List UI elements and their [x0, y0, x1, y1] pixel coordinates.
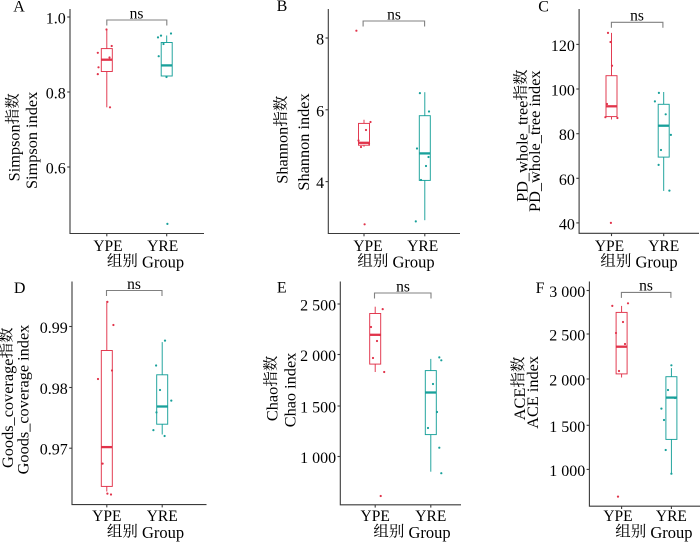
svg-text:C: C [538, 0, 549, 16]
svg-text:YPE: YPE [595, 238, 624, 255]
svg-text:F: F [536, 280, 545, 297]
svg-text:YRE: YRE [648, 238, 679, 255]
svg-text:YPE: YPE [353, 238, 382, 255]
svg-text:2 000: 2 000 [300, 348, 336, 365]
svg-text:ns: ns [639, 278, 653, 295]
svg-text:E: E [277, 280, 287, 297]
svg-text:Simpson: Simpson [4, 124, 23, 181]
svg-text:Group: Group [142, 253, 184, 272]
svg-text:6: 6 [316, 103, 324, 120]
svg-text:1 500: 1 500 [300, 400, 336, 417]
svg-text:3 000: 3 000 [549, 284, 585, 301]
svg-text:Group: Group [408, 523, 450, 542]
svg-text:Goods_coverage index: Goods_coverage index [14, 325, 33, 475]
svg-text:1 500: 1 500 [549, 419, 585, 436]
svg-text:YRE: YRE [407, 238, 438, 255]
svg-text:YPE: YPE [93, 238, 122, 255]
svg-text:1 000: 1 000 [549, 463, 585, 480]
svg-text:ns: ns [127, 276, 141, 293]
svg-text:ns: ns [387, 6, 401, 23]
svg-text:ACE index: ACE index [523, 356, 542, 429]
svg-text:PD_whole_tree index: PD_whole_tree index [525, 70, 544, 212]
svg-text:8: 8 [316, 32, 324, 49]
svg-text:A: A [13, 0, 25, 16]
svg-text:Simpson index: Simpson index [22, 92, 41, 189]
svg-text:2 000: 2 000 [549, 373, 585, 390]
svg-text:YPE: YPE [361, 508, 390, 525]
svg-text:120: 120 [551, 38, 575, 55]
svg-text:ns: ns [630, 8, 644, 25]
svg-text:2 500: 2 500 [549, 328, 585, 345]
svg-text:80: 80 [559, 127, 575, 144]
svg-text:Shannon index: Shannon index [294, 93, 313, 190]
svg-text:40: 40 [559, 216, 575, 233]
svg-text:1.0: 1.0 [46, 11, 66, 28]
svg-text:1 000: 1 000 [300, 450, 336, 467]
svg-text:YRE: YRE [656, 508, 687, 525]
svg-text:Goods_coverage: Goods_coverage [0, 359, 17, 468]
svg-text:Chao index: Chao index [281, 353, 300, 428]
svg-text:Group: Group [142, 523, 184, 542]
svg-text:100: 100 [551, 83, 575, 100]
svg-text:0.99: 0.99 [40, 320, 68, 337]
svg-text:YRE: YRE [415, 508, 446, 525]
svg-text:60: 60 [559, 172, 575, 189]
svg-text:0.97: 0.97 [40, 442, 68, 459]
svg-text:Group: Group [392, 253, 434, 272]
svg-text:B: B [277, 0, 288, 15]
svg-text:PD_whole_tree: PD_whole_tree [513, 101, 532, 202]
svg-text:0.8: 0.8 [46, 86, 66, 103]
svg-text:4: 4 [316, 175, 324, 192]
svg-text:ACE: ACE [510, 388, 529, 421]
svg-text:ns: ns [130, 5, 144, 22]
svg-text:YRE: YRE [147, 238, 178, 255]
svg-text:ns: ns [396, 278, 410, 295]
svg-text:D: D [14, 280, 26, 297]
svg-text:YPE: YPE [603, 508, 632, 525]
svg-text:Group: Group [650, 523, 692, 542]
svg-text:YRE: YRE [147, 508, 178, 525]
svg-text:Shannon: Shannon [273, 127, 292, 184]
svg-text:2 500: 2 500 [300, 298, 336, 315]
svg-text:YPE: YPE [92, 508, 121, 525]
svg-text:0.6: 0.6 [46, 161, 66, 178]
svg-text:0.98: 0.98 [40, 381, 68, 398]
svg-text:Group: Group [635, 253, 677, 272]
svg-text:Chao: Chao [263, 387, 282, 421]
